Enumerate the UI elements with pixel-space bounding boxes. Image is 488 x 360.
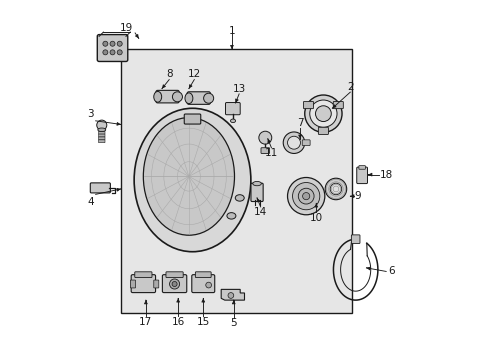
Circle shape: [110, 41, 115, 46]
FancyBboxPatch shape: [99, 137, 105, 140]
Polygon shape: [221, 289, 244, 300]
FancyBboxPatch shape: [184, 114, 201, 124]
FancyBboxPatch shape: [153, 280, 159, 288]
FancyBboxPatch shape: [195, 272, 211, 278]
Ellipse shape: [226, 213, 235, 219]
FancyBboxPatch shape: [250, 183, 263, 202]
Text: 12: 12: [187, 69, 201, 79]
Text: 3: 3: [87, 109, 93, 119]
FancyBboxPatch shape: [333, 102, 343, 109]
Text: 19: 19: [119, 23, 133, 33]
Text: 17: 17: [139, 317, 152, 327]
Circle shape: [227, 293, 233, 298]
Circle shape: [329, 183, 341, 195]
Text: 10: 10: [309, 213, 322, 222]
Circle shape: [205, 282, 211, 288]
Circle shape: [283, 132, 304, 153]
FancyBboxPatch shape: [97, 35, 127, 62]
Ellipse shape: [98, 128, 105, 132]
Text: 6: 6: [387, 266, 394, 276]
Text: 18: 18: [379, 170, 392, 180]
Circle shape: [102, 50, 108, 55]
Circle shape: [258, 131, 271, 144]
Ellipse shape: [153, 91, 162, 102]
Circle shape: [287, 177, 324, 215]
FancyBboxPatch shape: [358, 166, 365, 169]
FancyBboxPatch shape: [356, 167, 367, 184]
FancyBboxPatch shape: [99, 140, 105, 143]
Text: 4: 4: [87, 197, 93, 207]
Text: 8: 8: [165, 69, 172, 79]
Text: 1: 1: [228, 26, 235, 36]
Circle shape: [325, 178, 346, 200]
Ellipse shape: [134, 108, 250, 252]
Circle shape: [172, 92, 182, 102]
Bar: [121, 49, 351, 313]
Circle shape: [203, 93, 213, 103]
Ellipse shape: [184, 93, 192, 104]
Ellipse shape: [252, 181, 261, 186]
FancyBboxPatch shape: [318, 127, 328, 134]
Circle shape: [315, 106, 330, 122]
FancyBboxPatch shape: [99, 134, 105, 137]
Circle shape: [298, 188, 313, 204]
FancyBboxPatch shape: [131, 275, 155, 293]
Circle shape: [110, 50, 115, 55]
FancyBboxPatch shape: [156, 90, 179, 103]
Ellipse shape: [143, 118, 234, 235]
FancyBboxPatch shape: [130, 280, 135, 288]
Text: 2: 2: [346, 82, 353, 92]
Circle shape: [169, 279, 179, 289]
FancyBboxPatch shape: [135, 272, 152, 278]
Circle shape: [102, 41, 108, 46]
FancyBboxPatch shape: [225, 103, 240, 115]
Text: 7: 7: [296, 118, 303, 128]
FancyBboxPatch shape: [261, 148, 269, 153]
FancyBboxPatch shape: [99, 131, 105, 134]
Text: 13: 13: [232, 84, 245, 94]
FancyBboxPatch shape: [187, 92, 210, 104]
Ellipse shape: [230, 119, 235, 123]
FancyBboxPatch shape: [302, 140, 309, 145]
FancyBboxPatch shape: [90, 183, 110, 193]
Circle shape: [287, 136, 300, 149]
FancyBboxPatch shape: [303, 102, 313, 109]
Circle shape: [292, 183, 319, 210]
Circle shape: [309, 100, 336, 127]
Text: 9: 9: [353, 191, 360, 201]
Circle shape: [172, 282, 177, 287]
Text: 15: 15: [196, 317, 209, 327]
FancyBboxPatch shape: [191, 275, 214, 293]
Circle shape: [97, 120, 106, 130]
Text: 5: 5: [230, 319, 237, 328]
Text: 14: 14: [253, 207, 267, 217]
Text: 11: 11: [264, 148, 278, 158]
Circle shape: [117, 41, 122, 46]
Text: 16: 16: [171, 317, 184, 327]
Ellipse shape: [235, 195, 244, 201]
Circle shape: [302, 193, 309, 200]
FancyBboxPatch shape: [162, 275, 186, 293]
FancyBboxPatch shape: [351, 235, 359, 243]
Circle shape: [304, 95, 341, 132]
Circle shape: [117, 50, 122, 55]
FancyBboxPatch shape: [165, 272, 183, 278]
